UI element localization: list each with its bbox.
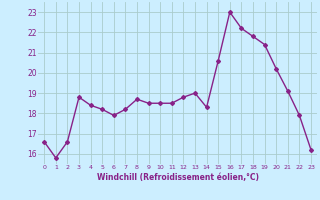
X-axis label: Windchill (Refroidissement éolien,°C): Windchill (Refroidissement éolien,°C): [97, 173, 259, 182]
